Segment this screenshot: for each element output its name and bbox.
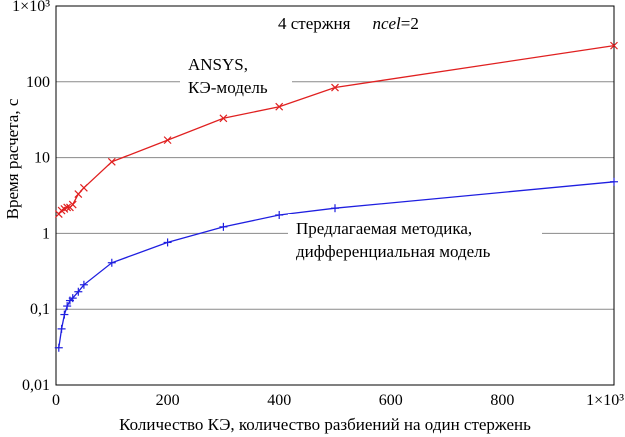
data-point: [219, 114, 228, 123]
x-tick-labels: 0 200 400 600 800 1×10³: [52, 392, 624, 409]
data-point: [275, 102, 284, 111]
data-point: [79, 280, 88, 289]
data-point: [107, 157, 116, 166]
ansys-label-line2: КЭ-модель: [188, 78, 268, 97]
header-param-value: =2: [401, 14, 419, 33]
series-2-line: [58, 181, 615, 348]
header-param-name: ncel: [372, 14, 401, 33]
y-tick-label: 10: [34, 150, 50, 167]
data-point: [275, 210, 284, 219]
ansys-annotation-box: [180, 50, 292, 100]
data-point: [610, 41, 618, 50]
y-tick-label: 0,01: [22, 377, 50, 394]
data-point: [63, 302, 72, 311]
y-tick-label: 1×10³: [12, 0, 50, 15]
method-label-line2: дифференциальная модель: [296, 242, 491, 261]
x-axis-title: Количество КЭ, количество разбиений на о…: [119, 415, 531, 434]
x-tick-label: 1×10³: [586, 392, 624, 409]
x-tick-label: 200: [156, 392, 180, 409]
method-annotation-box: [288, 214, 542, 264]
data-point: [610, 177, 618, 186]
data-point: [163, 238, 172, 247]
series-1: [54, 41, 618, 218]
data-point: [163, 136, 172, 145]
plot-frame: [55, 5, 615, 386]
data-point: [74, 287, 83, 296]
x-tick-label: 400: [267, 392, 291, 409]
data-point: [60, 310, 69, 319]
y-tick-label: 0,1: [30, 301, 50, 318]
header-annotation: 4 стержня ncel=2: [278, 14, 419, 33]
header-text: 4 стержня: [278, 14, 351, 33]
x-tick-label: 600: [379, 392, 403, 409]
data-point: [219, 222, 228, 231]
series-layer: [54, 41, 618, 352]
data-point: [63, 203, 72, 212]
y-axis-title: Время расчета, с: [3, 98, 22, 219]
grid: [56, 81, 614, 310]
x-tick-label: 800: [490, 392, 514, 409]
data-point: [107, 258, 116, 267]
data-point: [54, 343, 63, 352]
annotations: 4 стержня ncel=2 ANSYS, КЭ-модель Предлаг…: [180, 9, 542, 264]
ansys-label-line1: ANSYS,: [188, 55, 248, 74]
data-point: [74, 190, 83, 199]
data-point: [57, 324, 66, 333]
data-point: [68, 294, 77, 303]
y-tick-label: 100: [26, 74, 50, 91]
header-annotation-box: [268, 9, 466, 35]
x-tick-label: 0: [52, 392, 60, 409]
data-point: [68, 200, 77, 209]
series-2: [54, 177, 618, 352]
data-point: [331, 204, 339, 213]
method-label-line1: Предлагаемая методика,: [296, 219, 472, 238]
y-tick-label: 1: [42, 225, 50, 242]
series-1-line: [58, 44, 615, 215]
data-point: [79, 183, 88, 192]
data-point: [331, 83, 339, 92]
y-tick-labels: 0,01 0,1 1 10 100 1×10³: [12, 0, 50, 394]
